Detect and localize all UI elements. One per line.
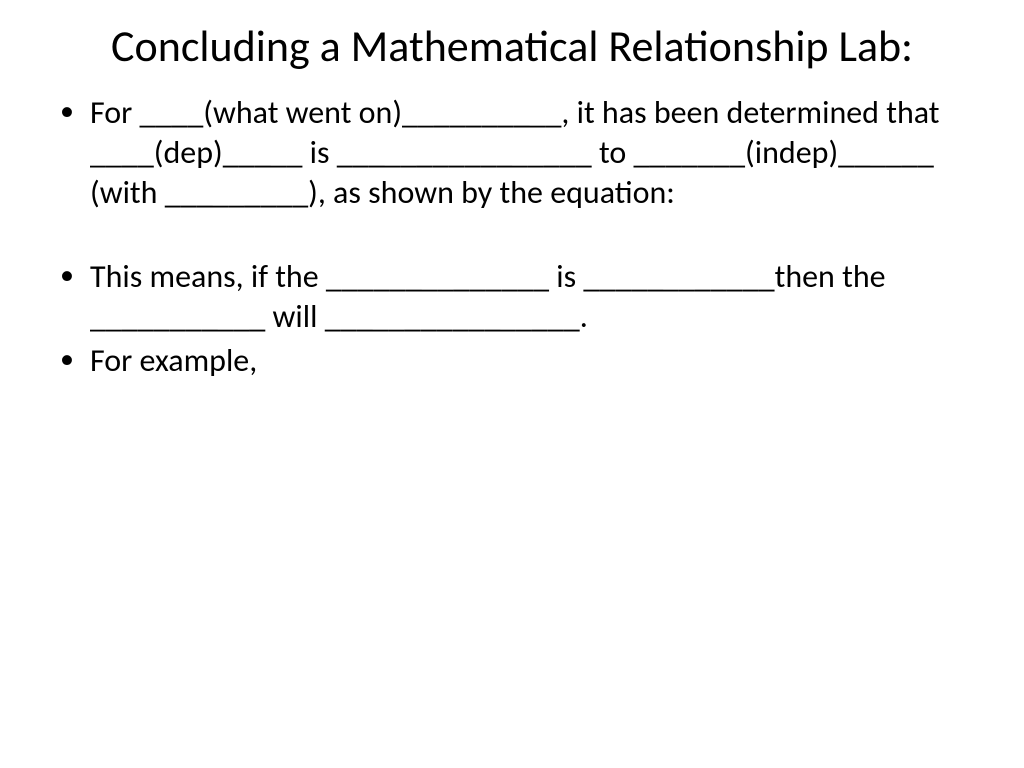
bullet-item: For example, [90,341,974,381]
bullet-list: For ____(what went on)__________, it has… [50,93,974,213]
bullet-item: This means, if the ______________ is ___… [90,257,974,337]
slide-title: Concluding a Mathematical Relationship L… [50,20,974,73]
bullet-list: This means, if the ______________ is ___… [50,257,974,381]
bullet-item: For ____(what went on)__________, it has… [90,93,974,213]
